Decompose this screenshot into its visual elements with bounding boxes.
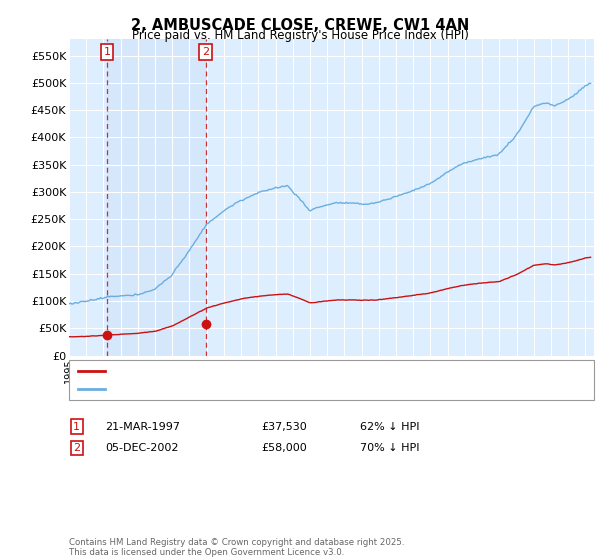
Text: 2: 2	[202, 47, 209, 57]
Text: 1: 1	[73, 422, 80, 432]
Text: 70% ↓ HPI: 70% ↓ HPI	[360, 443, 419, 453]
Text: 2, AMBUSCADE CLOSE, CREWE, CW1 4AN (detached house): 2, AMBUSCADE CLOSE, CREWE, CW1 4AN (deta…	[111, 366, 423, 376]
Text: HPI: Average price, detached house, Cheshire East: HPI: Average price, detached house, Ches…	[111, 384, 376, 394]
Text: Contains HM Land Registry data © Crown copyright and database right 2025.
This d: Contains HM Land Registry data © Crown c…	[69, 538, 404, 557]
Text: 2, AMBUSCADE CLOSE, CREWE, CW1 4AN: 2, AMBUSCADE CLOSE, CREWE, CW1 4AN	[131, 18, 469, 33]
Text: £58,000: £58,000	[261, 443, 307, 453]
Text: 1: 1	[104, 47, 111, 57]
Text: 05-DEC-2002: 05-DEC-2002	[105, 443, 179, 453]
Text: 62% ↓ HPI: 62% ↓ HPI	[360, 422, 419, 432]
Text: 2: 2	[73, 443, 80, 453]
Bar	[107, 39, 206, 356]
Text: £37,530: £37,530	[261, 422, 307, 432]
Text: 21-MAR-1997: 21-MAR-1997	[105, 422, 180, 432]
Text: Price paid vs. HM Land Registry's House Price Index (HPI): Price paid vs. HM Land Registry's House …	[131, 29, 469, 42]
